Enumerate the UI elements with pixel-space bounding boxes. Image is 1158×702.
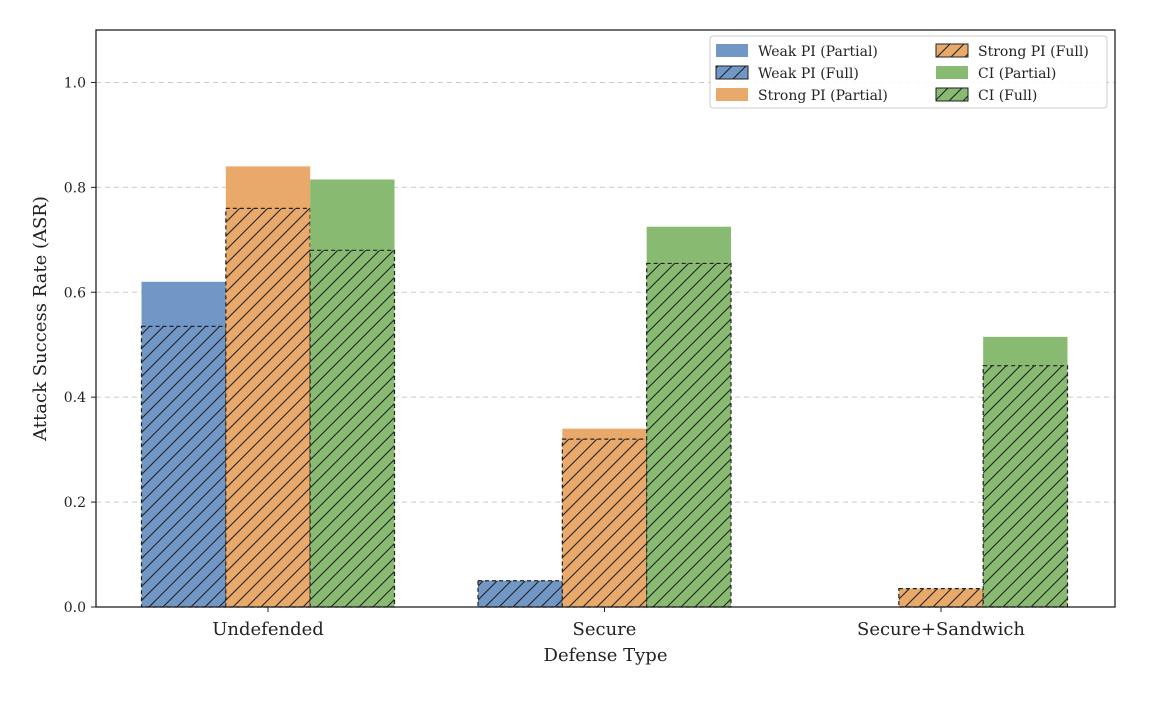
legend-swatch xyxy=(935,43,969,58)
legend-label: Weak PI (Full) xyxy=(758,66,859,82)
bar-strong-pi-full xyxy=(898,588,984,608)
x-axis-ticks: Undefended Secure Secure+Sandwich xyxy=(212,607,1025,640)
bars xyxy=(140,166,1069,608)
legend: Weak PI (Partial) Weak PI (Full) Strong PI… xyxy=(709,35,1108,109)
x-tick-label: Secure xyxy=(573,619,637,640)
legend-swatch xyxy=(716,88,748,101)
legend-label: Strong PI (Full) xyxy=(978,44,1089,60)
y-axis-title: Attack Success Rate (ASR) xyxy=(30,196,51,442)
bar-weak-pi-full xyxy=(477,580,563,608)
y-tick-label: 0.2 xyxy=(64,495,86,511)
y-tick-label: 0.0 xyxy=(64,600,86,616)
legend-swatch xyxy=(936,66,968,79)
legend-swatch xyxy=(935,87,969,102)
legend-swatch xyxy=(715,65,749,80)
x-axis-title: Defense Type xyxy=(544,645,668,666)
x-tick-label: Secure+Sandwich xyxy=(857,619,1025,640)
bar-strong-pi-full xyxy=(225,207,311,608)
legend-label: Strong PI (Partial) xyxy=(758,88,888,104)
legend-label: CI (Partial) xyxy=(978,66,1056,82)
bar-ci-full xyxy=(982,365,1069,608)
legend-label: Weak PI (Partial) xyxy=(758,44,878,60)
y-tick-label: 0.8 xyxy=(64,180,86,196)
legend-swatch xyxy=(716,44,748,57)
bar-strong-pi-full xyxy=(561,438,648,608)
bar-ci-full xyxy=(646,262,732,608)
y-axis-ticks: 0.0 0.2 0.4 0.6 0.8 1.0 xyxy=(64,75,96,616)
bar-ci-full xyxy=(309,249,396,608)
plot-frame xyxy=(95,29,1116,608)
x-tick-label: Undefended xyxy=(212,619,324,640)
y-tick-label: 0.4 xyxy=(64,390,86,406)
y-tick-label: 1.0 xyxy=(64,75,86,91)
bar-weak-pi-full xyxy=(140,325,227,608)
legend-box xyxy=(709,35,1108,109)
legend-label: CI (Full) xyxy=(978,88,1037,104)
y-tick-label: 0.6 xyxy=(64,285,86,301)
